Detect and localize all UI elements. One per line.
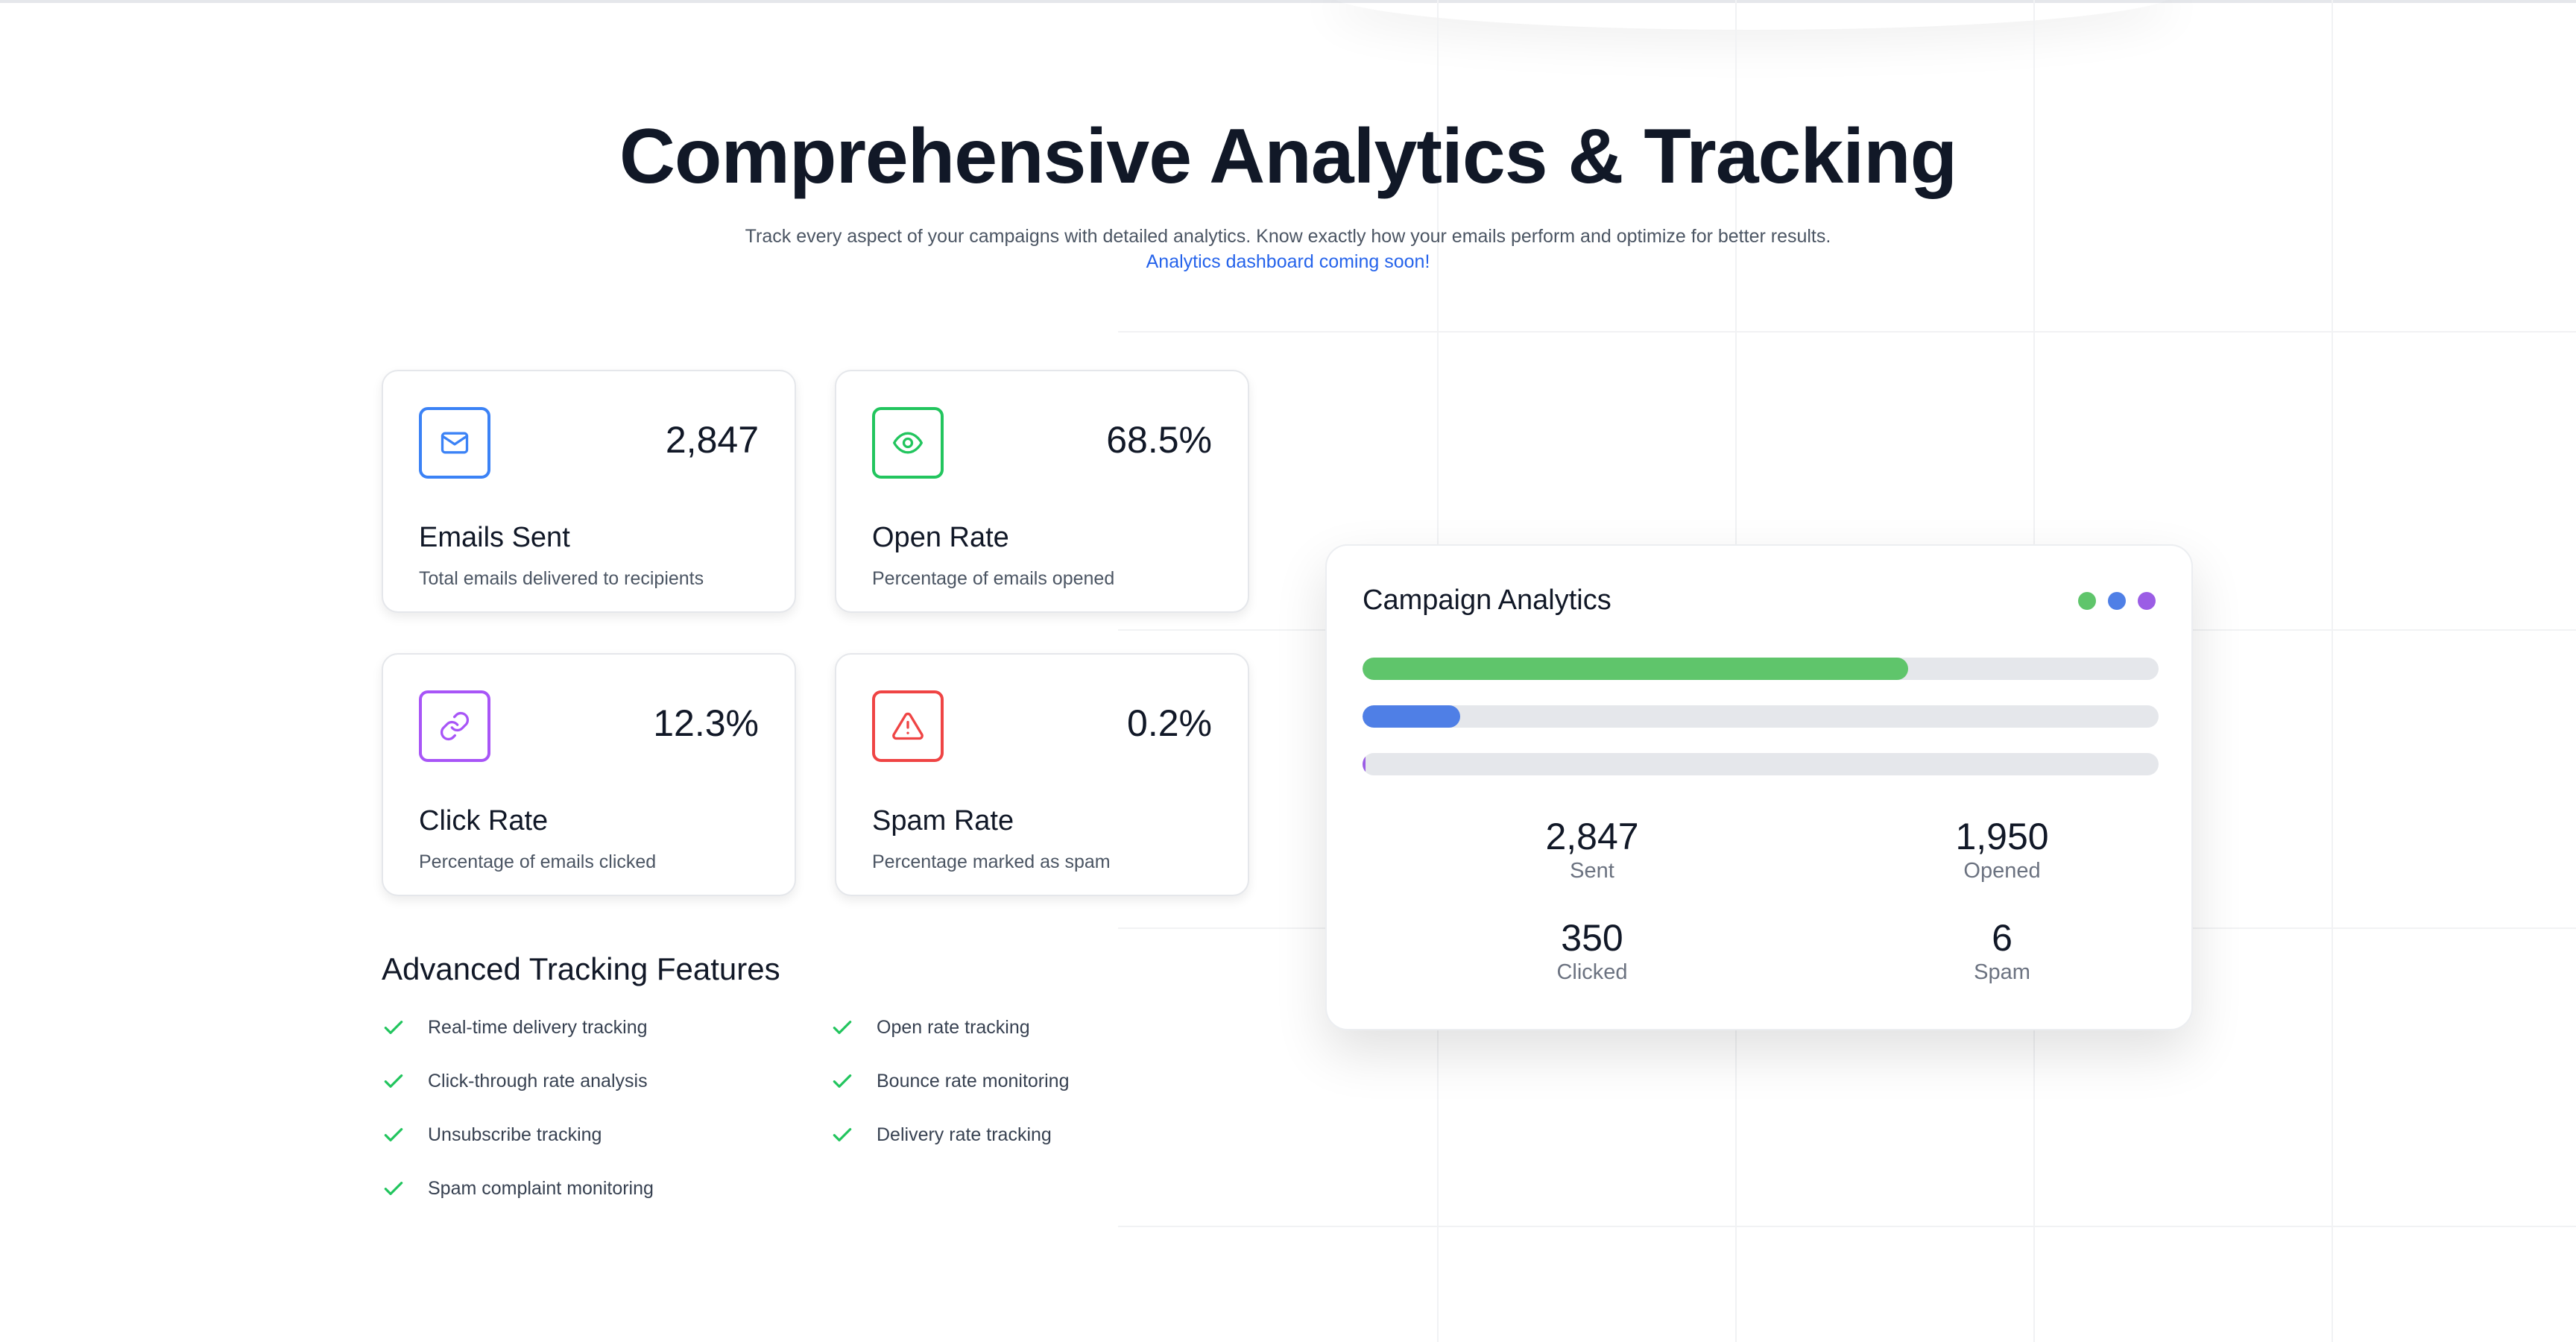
feature-item: Click-through rate analysis — [382, 1066, 648, 1096]
metric-sent: 2,847 Sent — [1480, 816, 1704, 884]
feature-item: Open rate tracking — [830, 1012, 1030, 1042]
progress-bar-opened — [1363, 658, 2159, 680]
grid-line — [2332, 0, 2333, 1342]
top-divider — [0, 0, 2576, 3]
metric-label: Sent — [1570, 859, 1614, 883]
feature-item: Bounce rate monitoring — [830, 1066, 1069, 1096]
eye-icon — [872, 407, 944, 479]
metric-label: Clicked — [1556, 960, 1628, 984]
mail-icon — [419, 407, 490, 479]
metric-clicked: 350 Clicked — [1480, 917, 1704, 986]
stat-title: Open Rate — [872, 522, 1009, 553]
stat-description: Percentage of emails clicked — [419, 851, 657, 872]
feature-label: Open rate tracking — [877, 1016, 1030, 1038]
check-icon — [384, 1182, 403, 1195]
stat-card-click-rate: 12.3% Click Rate Percentage of emails cl… — [382, 653, 796, 896]
feature-label: Unsubscribe tracking — [428, 1124, 602, 1145]
progress-bar-spam — [1363, 753, 2159, 775]
feature-label: Click-through rate analysis — [428, 1070, 648, 1091]
stat-title: Spam Rate — [872, 805, 1014, 837]
features-heading: Advanced Tracking Features — [382, 951, 780, 986]
header-shadow — [1327, 0, 2176, 30]
blue-dot — [2108, 592, 2126, 610]
feature-item: Spam complaint monitoring — [382, 1174, 654, 1203]
window-dots — [2066, 592, 2156, 610]
check-icon — [833, 1021, 852, 1034]
coming-soon-notice: Analytics dashboard coming soon! — [1146, 251, 1430, 272]
progress-bar-fill — [1363, 753, 1366, 775]
stat-value: 12.3% — [653, 702, 759, 744]
link-icon — [419, 690, 490, 762]
feature-item: Unsubscribe tracking — [382, 1120, 602, 1150]
stat-value: 0.2% — [1127, 702, 1212, 744]
grid-line — [1118, 1226, 2576, 1227]
grid-line — [1118, 331, 2576, 333]
metric-spam: 6 Spam — [1890, 917, 2114, 986]
progress-bar-clicked — [1363, 705, 2159, 728]
feature-item: Real-time delivery tracking — [382, 1012, 648, 1042]
feature-item: Delivery rate tracking — [830, 1120, 1052, 1150]
check-icon — [384, 1074, 403, 1088]
progress-bar-fill — [1363, 705, 1461, 728]
stat-card-emails-sent: 2,847 Emails Sent Total emails delivered… — [382, 370, 796, 613]
check-icon — [833, 1074, 852, 1088]
check-icon — [384, 1128, 403, 1141]
stat-description: Percentage of emails opened — [872, 568, 1115, 589]
page-title: Comprehensive Analytics & Tracking — [619, 113, 1957, 200]
green-dot — [2078, 592, 2096, 610]
feature-label: Spam complaint monitoring — [428, 1177, 654, 1199]
metric-value: 2,847 — [1545, 816, 1639, 857]
stat-card-spam-rate: 0.2% Spam Rate Percentage marked as spam — [835, 653, 1249, 896]
metric-label: Spam — [1974, 960, 2030, 984]
campaign-analytics-title: Campaign Analytics — [1363, 585, 1611, 616]
stat-title: Click Rate — [419, 805, 549, 837]
metric-opened: 1,950 Opened — [1890, 816, 2114, 884]
stat-title: Emails Sent — [419, 522, 570, 553]
metric-value: 1,950 — [1955, 816, 2049, 857]
feature-label: Bounce rate monitoring — [877, 1070, 1070, 1091]
warning-icon — [872, 690, 944, 762]
feature-label: Delivery rate tracking — [877, 1124, 1052, 1145]
check-icon — [384, 1021, 403, 1034]
check-icon — [833, 1128, 852, 1141]
stat-card-open-rate: 68.5% Open Rate Percentage of emails ope… — [835, 370, 1249, 613]
metric-value: 350 — [1561, 917, 1623, 959]
stat-value: 2,847 — [665, 419, 759, 461]
progress-bar-fill — [1363, 658, 1908, 680]
campaign-analytics-card: Campaign Analytics 2,847 Sent 1,950 Open… — [1325, 544, 2193, 1030]
purple-dot — [2138, 592, 2156, 610]
stat-description: Percentage marked as spam — [872, 851, 1111, 872]
stat-description: Total emails delivered to recipients — [419, 568, 704, 589]
feature-label: Real-time delivery tracking — [428, 1016, 648, 1038]
metric-value: 6 — [1992, 917, 2012, 959]
metric-label: Opened — [1963, 859, 2041, 883]
page-subtitle: Track every aspect of your campaigns wit… — [745, 226, 1831, 247]
stat-value: 68.5% — [1106, 419, 1212, 461]
